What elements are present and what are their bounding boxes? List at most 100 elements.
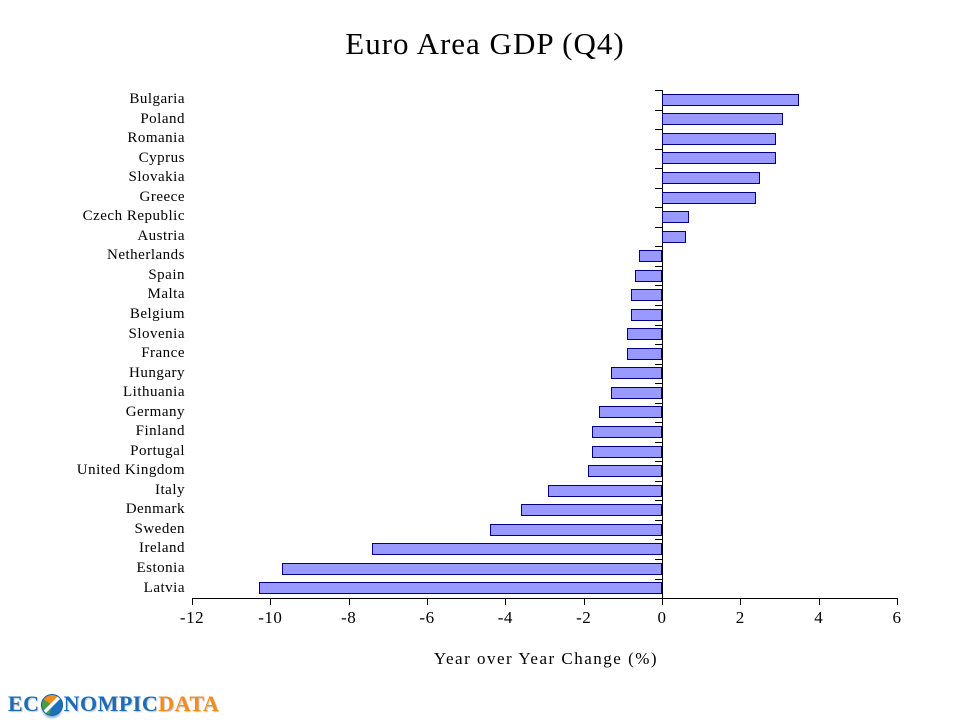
category-label-cyprus: Cyprus (138, 149, 185, 166)
bar-ireland (372, 543, 662, 556)
category-tick (655, 344, 662, 345)
category-label-estonia: Estonia (136, 559, 185, 576)
bar-finland (591, 425, 662, 438)
category-tick (655, 402, 662, 404)
category-tick (655, 207, 662, 209)
bar-germany (599, 406, 662, 419)
category-tick (655, 304, 662, 306)
x-tick-label--8: -8 (341, 608, 357, 627)
category-tick (655, 324, 662, 326)
bar-estonia (282, 562, 662, 575)
category-tick (655, 441, 662, 443)
x-tick--12 (192, 599, 193, 605)
x-tick-6 (897, 599, 898, 605)
category-label-portugal: Portugal (130, 442, 185, 459)
category-label-belgium: Belgium (129, 305, 185, 322)
x-tick-label--6: -6 (419, 608, 435, 627)
category-label-bulgaria: Bulgaria (129, 91, 185, 107)
category-label-slovakia: Slovakia (128, 169, 185, 186)
x-tick-label-0: 0 (657, 608, 667, 627)
logo-text-data: DATA (158, 691, 220, 716)
x-tick--8 (348, 599, 350, 605)
x-tick-2 (740, 599, 742, 605)
category-axis-labels: Bulgaria Poland Romania Cyprus Slovakia Greec… (0, 90, 185, 598)
x-axis-title: Year over Year Change (%) (433, 649, 659, 668)
category-label-czech-republic: Czech Republic (82, 208, 185, 225)
bar-poland (662, 113, 784, 126)
category-tick (655, 90, 662, 91)
bar-netherlands (638, 250, 662, 263)
category-label-italy: Italy (155, 481, 185, 498)
category-tick (655, 187, 662, 189)
bar-latvia (258, 582, 662, 595)
econompicdata-logo: EC NOMPIC DATA (8, 691, 219, 717)
category-tick (655, 383, 662, 385)
logo-text-ec: EC (8, 691, 40, 716)
category-tick (655, 148, 662, 150)
bar-cyprus (662, 152, 776, 165)
category-label-united-kingdom: United Kingdom (76, 462, 185, 479)
bar-bulgaria (662, 93, 800, 106)
bar-romania (662, 132, 776, 145)
x-tick-label-4: 4 (814, 608, 824, 627)
x-tick--10 (270, 599, 272, 605)
category-label-malta: Malta (147, 286, 185, 303)
bar-denmark (521, 504, 662, 517)
zero-axis-line (662, 90, 663, 598)
bar-united-kingdom (587, 465, 662, 477)
x-tick-label--12: -12 (179, 608, 205, 627)
x-tick-label-6: 6 (892, 608, 902, 627)
category-label-germany: Germany (125, 403, 185, 420)
category-label-poland: Poland (140, 110, 185, 127)
category-tick (655, 363, 662, 365)
bar-hungary (611, 367, 662, 380)
category-tick (655, 519, 662, 521)
category-tick (655, 285, 662, 287)
x-tick-label-2: 2 (735, 608, 745, 627)
bar-france (626, 347, 663, 360)
category-tick (655, 558, 662, 560)
category-label-hungary: Hungary (129, 364, 185, 381)
x-tick--6 (427, 599, 428, 605)
x-tick--2 (583, 599, 585, 605)
category-label-france: France (141, 345, 185, 361)
x-tick-label--2: -2 (576, 608, 592, 627)
category-label-romania: Romania (127, 130, 185, 147)
category-tick (655, 578, 662, 580)
bar-belgium (630, 308, 662, 321)
category-label-greece: Greece (139, 188, 185, 205)
category-tick (655, 422, 662, 424)
globe-icon (40, 694, 63, 716)
bar-lithuania (611, 386, 662, 399)
category-label-denmark: Denmark (125, 501, 185, 518)
x-tick--4 (505, 599, 507, 605)
category-label-ireland: Ireland (139, 540, 185, 557)
x-tick-label--4: -4 (497, 608, 513, 627)
category-label-lithuania: Lithuania (123, 384, 185, 401)
category-label-slovenia: Slovenia (128, 325, 185, 342)
category-tick (655, 480, 662, 482)
category-tick (655, 109, 662, 111)
category-label-sweden: Sweden (134, 520, 185, 537)
bar-czech-republic (662, 211, 690, 223)
x-tick-label--10: -10 (258, 608, 283, 627)
logo-text-nompic: NOMPIC (63, 691, 159, 716)
bar-spain (634, 269, 662, 282)
bar-italy (548, 484, 662, 497)
plot-area (192, 90, 897, 599)
bar-portugal (591, 445, 662, 458)
category-tick (655, 539, 662, 541)
x-tick-0 (662, 599, 663, 605)
bar-sweden (489, 523, 662, 536)
category-tick (655, 265, 662, 267)
category-label-finland: Finland (135, 423, 185, 440)
category-tick (655, 168, 662, 170)
bar-slovenia (626, 328, 663, 341)
chart-title: Euro Area GDP (Q4) (345, 26, 625, 61)
category-label-netherlands: Netherlands (107, 247, 185, 264)
x-axis-line (192, 598, 898, 599)
bar-greece (662, 191, 756, 204)
category-tick (655, 461, 662, 463)
category-label-austria: Austria (137, 227, 185, 244)
